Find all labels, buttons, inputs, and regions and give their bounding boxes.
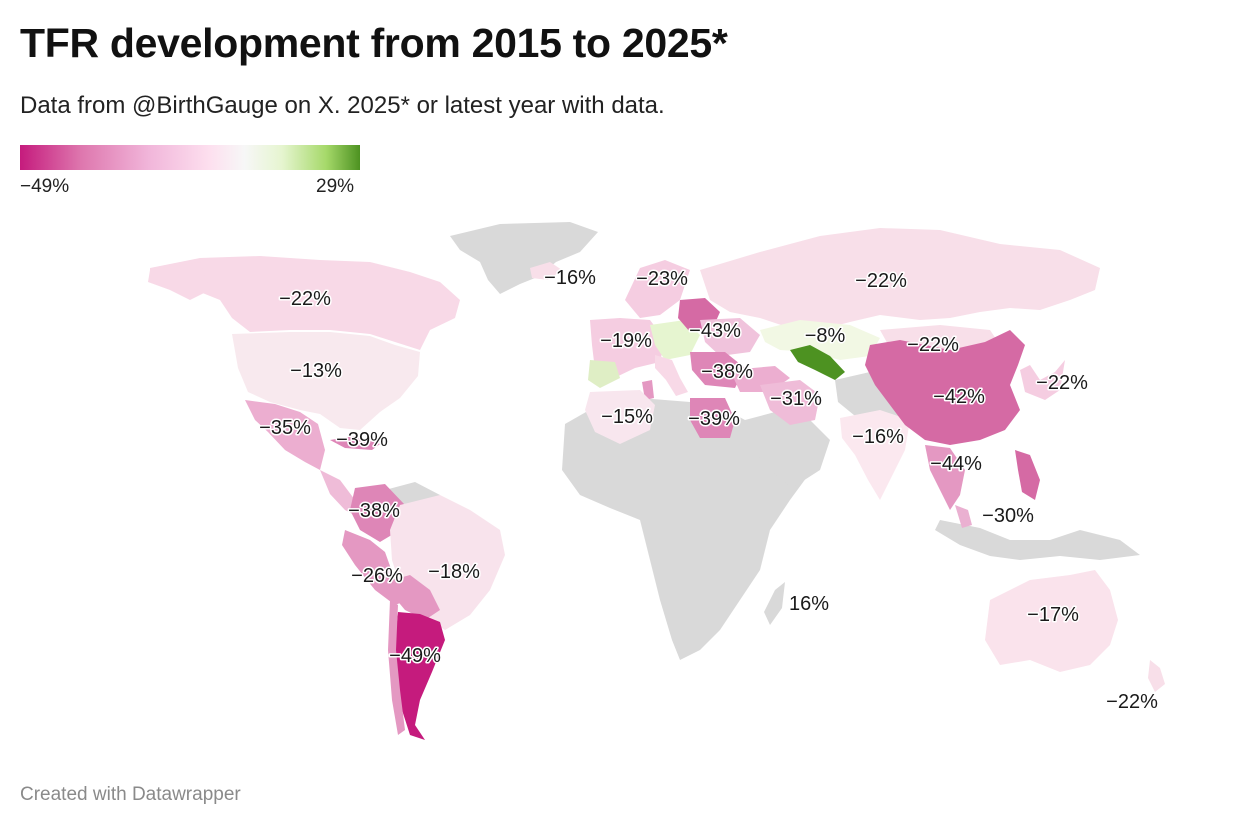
label-cuba: −39% <box>336 429 388 451</box>
egypt-shape <box>690 398 735 438</box>
central-europe-shape <box>650 320 700 360</box>
label-japan: −22% <box>1036 372 1088 394</box>
label-mongolia: −22% <box>907 334 959 356</box>
label-france: −19% <box>600 330 652 352</box>
chart-subtitle: Data from @BirthGauge on X. 2025* or lat… <box>20 92 665 119</box>
color-scale-legend <box>20 145 360 170</box>
label-brazil: −18% <box>428 561 480 583</box>
label-peru: −26% <box>351 565 403 587</box>
iran-shape <box>760 380 820 425</box>
philippines-shape <box>1015 450 1040 500</box>
italy-shape <box>655 355 688 396</box>
legend-max-label: 29% <box>316 176 355 197</box>
eastern-europe-shape <box>700 318 760 356</box>
label-china: −42% <box>933 386 985 408</box>
iceland-shape <box>530 262 562 280</box>
russia-shape <box>700 228 1100 330</box>
legend-min-label: −49% <box>20 176 70 197</box>
label-thailand: −44% <box>930 453 982 475</box>
iberia-shape <box>588 360 620 388</box>
label-colombia: −38% <box>348 500 400 522</box>
label-egypt: −39% <box>688 408 740 430</box>
label-mexico: −35% <box>259 417 311 439</box>
india-shape <box>840 410 910 500</box>
label-malaysia: −30% <box>982 505 1034 527</box>
central-america-shape <box>320 470 360 518</box>
label-greece: −38% <box>701 361 753 383</box>
footer-credit: Created with Datawrapper <box>20 784 241 805</box>
canada-shape <box>150 256 460 350</box>
label-iceland: −16% <box>544 267 596 289</box>
label-algeria: −15% <box>601 406 653 428</box>
label-kazakhstan: −8% <box>805 325 846 347</box>
label-canada: −22% <box>279 288 331 310</box>
argentina-shape <box>394 612 445 740</box>
ecuador-peru-shape <box>342 530 408 605</box>
label-poland: −43% <box>689 320 741 342</box>
malaysia-shape <box>955 505 972 528</box>
scandinavia-shape <box>625 260 690 318</box>
alaska-shape <box>148 262 210 300</box>
cuba-shape <box>330 436 380 450</box>
china-shape <box>865 330 1025 445</box>
world-map: −22% −13% −35% −39% −38% −26% −18% −49% … <box>148 222 1165 740</box>
arabia-shape <box>745 412 830 488</box>
usa-shape <box>232 332 420 430</box>
label-australia: −17% <box>1027 604 1079 626</box>
indonesia-shape <box>935 520 1140 560</box>
label-russia: −22% <box>855 270 907 292</box>
balkans-shape <box>690 352 745 388</box>
label-argentina: −49% <box>389 645 441 667</box>
uzbekistan-shape <box>790 345 845 380</box>
algeria-morocco-shape <box>585 390 655 444</box>
mexico-shape <box>245 400 325 470</box>
australia-shape <box>985 570 1118 672</box>
label-india: −16% <box>852 426 904 448</box>
label-mauritius: 16% <box>789 593 829 615</box>
label-usa: −13% <box>290 360 342 382</box>
madagascar-shape <box>764 582 785 625</box>
southeast-asia-shape <box>925 445 965 510</box>
new-zealand-shape <box>1148 660 1165 692</box>
chile-shape <box>388 600 405 735</box>
label-new-zealand: −22% <box>1106 691 1158 713</box>
chart-title: TFR development from 2015 to 2025* <box>20 20 728 66</box>
korea-japan-shape <box>1020 360 1065 400</box>
bolivia-paraguay-shape <box>392 575 440 620</box>
label-sweden: −23% <box>636 268 688 290</box>
greenland-shape <box>450 222 598 294</box>
africa-shape <box>562 398 812 660</box>
label-iran: −31% <box>770 388 822 410</box>
